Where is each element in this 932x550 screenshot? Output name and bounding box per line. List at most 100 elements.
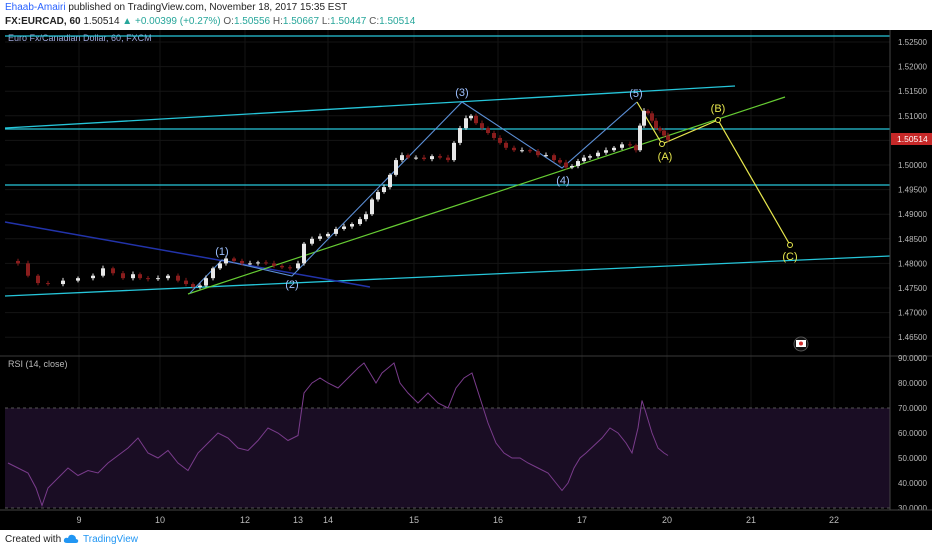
candle-body (646, 110, 650, 114)
channel-upper-line[interactable] (4, 85, 736, 129)
candle-body (438, 156, 442, 158)
candle-body (552, 155, 556, 161)
time-tick-label: 10 (155, 515, 165, 525)
candle-body (166, 275, 170, 279)
candle-body (558, 160, 562, 163)
time-tick-label: 22 (829, 515, 839, 525)
rsi-tick-label: 90.0000 (898, 354, 927, 363)
candle-body (406, 155, 410, 158)
candle-body (596, 152, 600, 157)
rsi-tick-label: 50.0000 (898, 454, 927, 463)
candle-body (350, 224, 354, 227)
candle-body (464, 118, 468, 129)
candle-body (256, 262, 260, 264)
high-value: 1.50667 (282, 16, 320, 27)
wave-label-4: (4) (556, 175, 569, 187)
candle-body (36, 275, 40, 284)
candle-body (492, 133, 496, 138)
candle-body (364, 214, 368, 220)
chart-title: Euro Fx/Canadian Dollar, 60, FXCM (8, 33, 152, 43)
candle-body (61, 280, 65, 285)
flag-icon[interactable] (793, 336, 809, 352)
candle-body (26, 263, 30, 276)
impulse-wave-path[interactable] (189, 101, 638, 294)
price-tick-label: 1.48000 (898, 259, 927, 268)
rsi-axis: 90.0000 80.0000 70.0000 60.0000 50.0000 40.00… (898, 354, 927, 513)
price-tick-label: 1.47500 (898, 284, 927, 293)
open-value: 1.50556 (233, 16, 271, 27)
candle-body (388, 174, 392, 188)
point-b-marker[interactable] (715, 117, 721, 123)
candle-body (544, 155, 548, 157)
price-tick-label: 1.47000 (898, 309, 927, 318)
candle-body (224, 258, 228, 264)
tradingview-brand-link[interactable]: TradingView (83, 534, 139, 545)
point-a-marker[interactable] (659, 141, 665, 147)
publish-line: Ehaab-Amairi published on TradingView.co… (5, 2, 347, 13)
candle-body (520, 150, 524, 152)
candle-body (176, 275, 180, 281)
candle-body (528, 150, 532, 152)
time-axis[interactable]: 9 10 12 14 15 16 17 20 21 22 13 (0, 509, 932, 530)
candle-body (211, 268, 215, 279)
time-tick-label: 13 (293, 515, 303, 525)
price-change: +0.00399 (+0.27%) (134, 16, 221, 27)
candle-body (576, 161, 580, 166)
chart-header: Ehaab-Amairi published on TradingView.co… (0, 0, 932, 30)
chart-svg[interactable]: Euro Fx/Canadian Dollar, 60, FXCM (1) (2… (0, 30, 932, 530)
point-c-marker[interactable] (787, 242, 793, 248)
candle-body (620, 144, 624, 148)
channel-lower-line[interactable] (4, 255, 891, 297)
candle-body (650, 113, 654, 121)
rsi-band (5, 408, 890, 508)
candle-body (486, 128, 490, 134)
candle-body (358, 219, 362, 225)
candle-body (628, 144, 632, 146)
rsi-tick-label: 30.0000 (898, 504, 927, 513)
candle-body (654, 120, 658, 129)
chart-area[interactable]: Euro Fx/Canadian Dollar, 60, FXCM (1) (2… (0, 30, 932, 530)
candle-body (156, 278, 160, 280)
author-link[interactable]: Ehaab-Amairi (5, 2, 66, 13)
time-axis-bg (0, 510, 932, 530)
candle-body (564, 162, 568, 168)
candle-body (422, 157, 426, 160)
candle-body (334, 228, 338, 234)
time-tick-label: 17 (577, 515, 587, 525)
candle-body (16, 260, 20, 264)
time-tick-label: 12 (240, 515, 250, 525)
close-value: 1.50514 (379, 16, 416, 27)
candle-body (111, 268, 115, 274)
price-axis[interactable]: 1.525001.520001.515001.510001.505001.500… (898, 38, 927, 342)
candle-body (642, 110, 646, 126)
close-label: C: (369, 16, 380, 27)
candle-body (400, 155, 404, 161)
low-label: L: (321, 16, 331, 27)
time-tick-label: 20 (662, 515, 672, 525)
candle-body (46, 283, 50, 285)
footer: Created with TradingView (0, 530, 932, 550)
candle-body (666, 135, 670, 140)
candle-body (504, 142, 508, 148)
candle-body (91, 275, 95, 279)
uptrend-line[interactable] (187, 96, 786, 295)
high-label: H: (272, 16, 283, 27)
price-tag-text: 1.50514 (897, 134, 928, 144)
candle-body (264, 262, 268, 264)
candle-body (458, 128, 462, 143)
last-price: 1.50514 (83, 16, 120, 27)
candle-body (634, 145, 638, 151)
published-text: published on TradingView.com, November 1… (68, 2, 348, 13)
candle-body (480, 123, 484, 129)
candle-body (240, 260, 244, 264)
candle-body (382, 187, 386, 193)
candle-body (536, 151, 540, 156)
candle-body (288, 267, 292, 269)
candle-body (121, 273, 125, 279)
candle-body (638, 125, 642, 151)
candles-layer (16, 108, 670, 290)
candle-body (342, 226, 346, 229)
downtrend-line[interactable] (4, 221, 371, 288)
corrective-wave-path[interactable] (636, 101, 791, 246)
price-tick-label: 1.51500 (898, 87, 927, 96)
